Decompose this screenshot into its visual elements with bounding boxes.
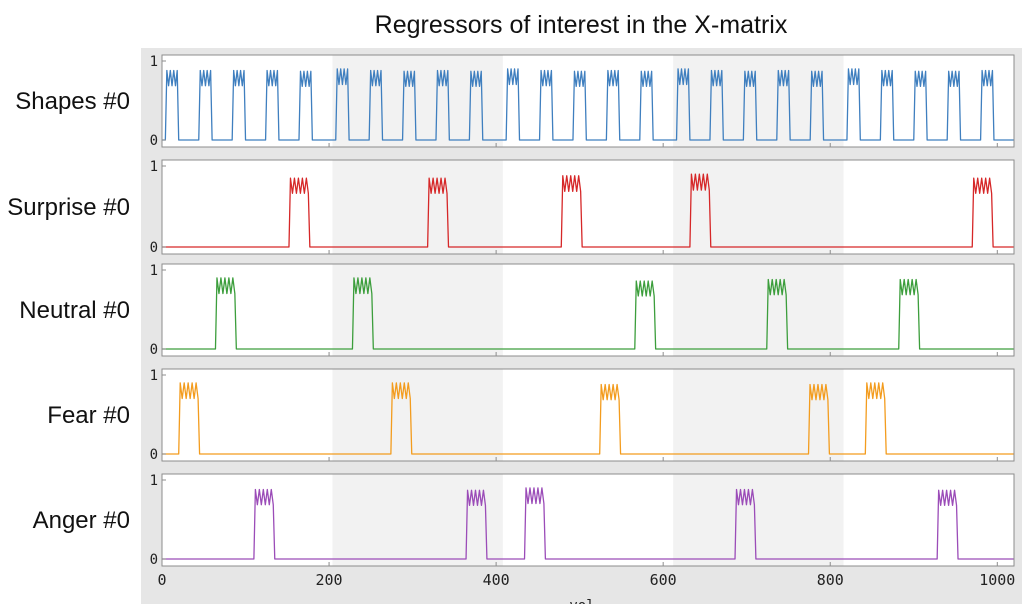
series-line-1 [162, 68, 1014, 141]
row-label: Surprise #0 [7, 194, 130, 221]
row-label: Anger #0 [33, 507, 130, 534]
run-shading [332, 474, 503, 566]
y-tick-label: 0 [150, 342, 158, 358]
run-shading [332, 264, 503, 356]
run-shading [673, 264, 844, 356]
panel-frame [161, 159, 1015, 255]
series-line-3 [162, 277, 1014, 350]
run-shading [673, 55, 844, 147]
panel-background [162, 474, 1014, 566]
x-tick-label: 600 [650, 571, 677, 589]
panel-3: 0 1 Neutral #0 [19, 263, 1015, 358]
panel-frame [161, 263, 1015, 357]
x-tick-label: 0 [157, 571, 166, 589]
run-shading [673, 369, 844, 461]
row-label: Neutral #0 [19, 297, 130, 324]
panel-background [162, 264, 1014, 356]
panel-2: 0 1 Surprise #0 [7, 159, 1015, 256]
series-line-5 [162, 487, 1014, 560]
y-tick-label: 1 [150, 368, 158, 384]
regressor-panels: 0 1 Shapes #0 0 1 Surprise #0 0 1 Neutral #0 0 1 Fe… [7, 54, 1015, 568]
x-tick-label: 1000 [979, 571, 1015, 589]
chart-title: Regressors of interest in the X-matrix [375, 11, 788, 39]
panel-4: 0 1 Fear #0 [47, 368, 1015, 463]
panel-background [162, 160, 1014, 254]
x-axis-label: vol [569, 598, 594, 604]
panel-background [162, 55, 1014, 147]
row-label: Fear #0 [47, 402, 130, 429]
panel-1: 0 1 Shapes #0 [15, 54, 1015, 149]
run-shading [673, 474, 844, 566]
panel-5: 0 1 Anger #0 [33, 473, 1015, 568]
series-line-4 [162, 382, 1014, 455]
panel-frame [161, 368, 1015, 462]
panel-background [162, 369, 1014, 461]
y-tick-label: 1 [150, 54, 158, 70]
run-shading [332, 55, 503, 147]
panel-frame [161, 473, 1015, 567]
series-line-2 [162, 173, 1014, 248]
row-label: Shapes #0 [15, 88, 130, 115]
x-tick-label: 400 [483, 571, 510, 589]
y-tick-label: 1 [150, 159, 158, 175]
x-tick-label: 200 [316, 571, 343, 589]
panel-frame [161, 54, 1015, 148]
run-shading [673, 160, 844, 254]
y-tick-label: 0 [150, 240, 158, 256]
y-tick-label: 1 [150, 473, 158, 489]
x-axis: 0 200 400 600 800 1000 [157, 571, 1015, 589]
x-tick-label: 800 [817, 571, 844, 589]
y-tick-label: 1 [150, 263, 158, 279]
run-shading [332, 369, 503, 461]
run-shading [332, 160, 503, 254]
y-tick-label: 0 [150, 133, 158, 149]
y-tick-label: 0 [150, 447, 158, 463]
y-tick-label: 0 [150, 552, 158, 568]
